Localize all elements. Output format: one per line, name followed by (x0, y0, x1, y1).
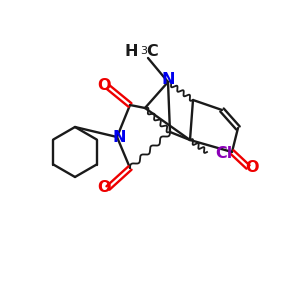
Text: N: N (112, 130, 126, 145)
Text: C: C (146, 44, 158, 59)
Text: 3: 3 (140, 46, 147, 56)
Text: O: O (245, 160, 259, 175)
Text: H: H (124, 44, 138, 59)
Text: O: O (97, 79, 111, 94)
Text: N: N (161, 73, 175, 88)
Text: O: O (97, 179, 111, 194)
Text: Cl: Cl (215, 146, 232, 161)
